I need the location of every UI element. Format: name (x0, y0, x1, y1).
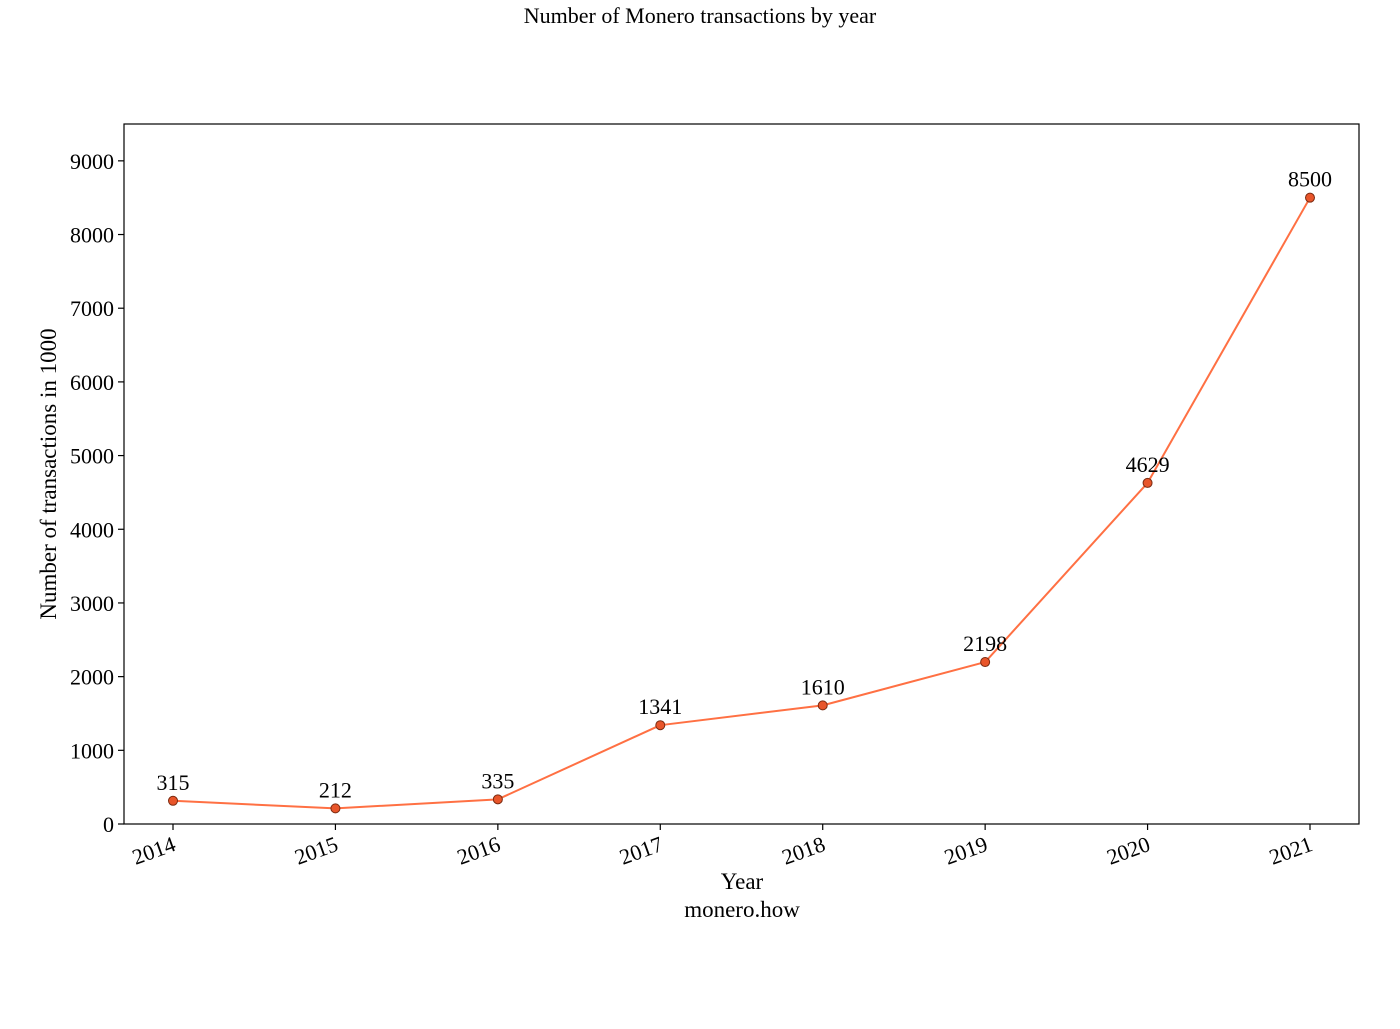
x-tick-label: 2018 (779, 831, 829, 870)
y-tick-label: 9000 (70, 149, 114, 174)
y-tick-label: 2000 (70, 665, 114, 690)
data-point (980, 657, 991, 668)
data-point (330, 803, 341, 814)
x-tick-label: 2017 (616, 831, 666, 870)
y-tick-label: 5000 (70, 444, 114, 469)
data-point (1305, 192, 1315, 203)
data-label: 335 (481, 768, 514, 793)
data-label: 4629 (1126, 452, 1170, 477)
data-point (817, 700, 828, 711)
y-tick-label: 6000 (70, 370, 114, 395)
data-label: 1610 (801, 674, 845, 699)
chart-title: Number of Monero transactions by year (524, 3, 877, 28)
data-point (655, 720, 666, 731)
data-label: 2198 (963, 631, 1007, 656)
x-axis-label: Year (721, 869, 764, 894)
data-label: 8500 (1288, 167, 1332, 192)
data-label: 1341 (638, 694, 682, 719)
y-axis-label: Number of transactions in 1000 (36, 328, 61, 619)
data-point (1142, 477, 1153, 488)
y-axis-ticks: 0 1000 2000 3000 4000 5000 6000 7000 8000 9000 (70, 149, 124, 837)
source-caption: monero.how (684, 897, 800, 922)
x-tick-label: 2016 (454, 831, 504, 870)
data-point (168, 795, 178, 806)
plot-area-frame (123, 123, 1360, 825)
data-point (492, 794, 503, 805)
y-tick-label: 1000 (70, 738, 114, 763)
x-axis-ticks: 2014 2015 2016 2017 2018 2019 2020 2021 (129, 824, 1316, 870)
y-tick-label: 3000 (70, 591, 114, 616)
series-line (172, 197, 1311, 810)
x-tick-label: 2020 (1103, 831, 1153, 870)
data-label: 315 (157, 770, 190, 795)
data-series: 315 212 335 1341 1610 2198 4629 8500 (157, 167, 1332, 814)
x-tick-label: 2015 (291, 831, 341, 870)
x-tick-label: 2014 (129, 831, 179, 870)
y-tick-label: 4000 (70, 517, 114, 542)
y-tick-label: 7000 (70, 296, 114, 321)
data-label: 212 (319, 777, 352, 802)
y-tick-label: 0 (103, 812, 114, 837)
x-tick-label: 2019 (941, 831, 991, 870)
y-tick-label: 8000 (70, 223, 114, 248)
x-tick-label: 2021 (1266, 831, 1316, 870)
